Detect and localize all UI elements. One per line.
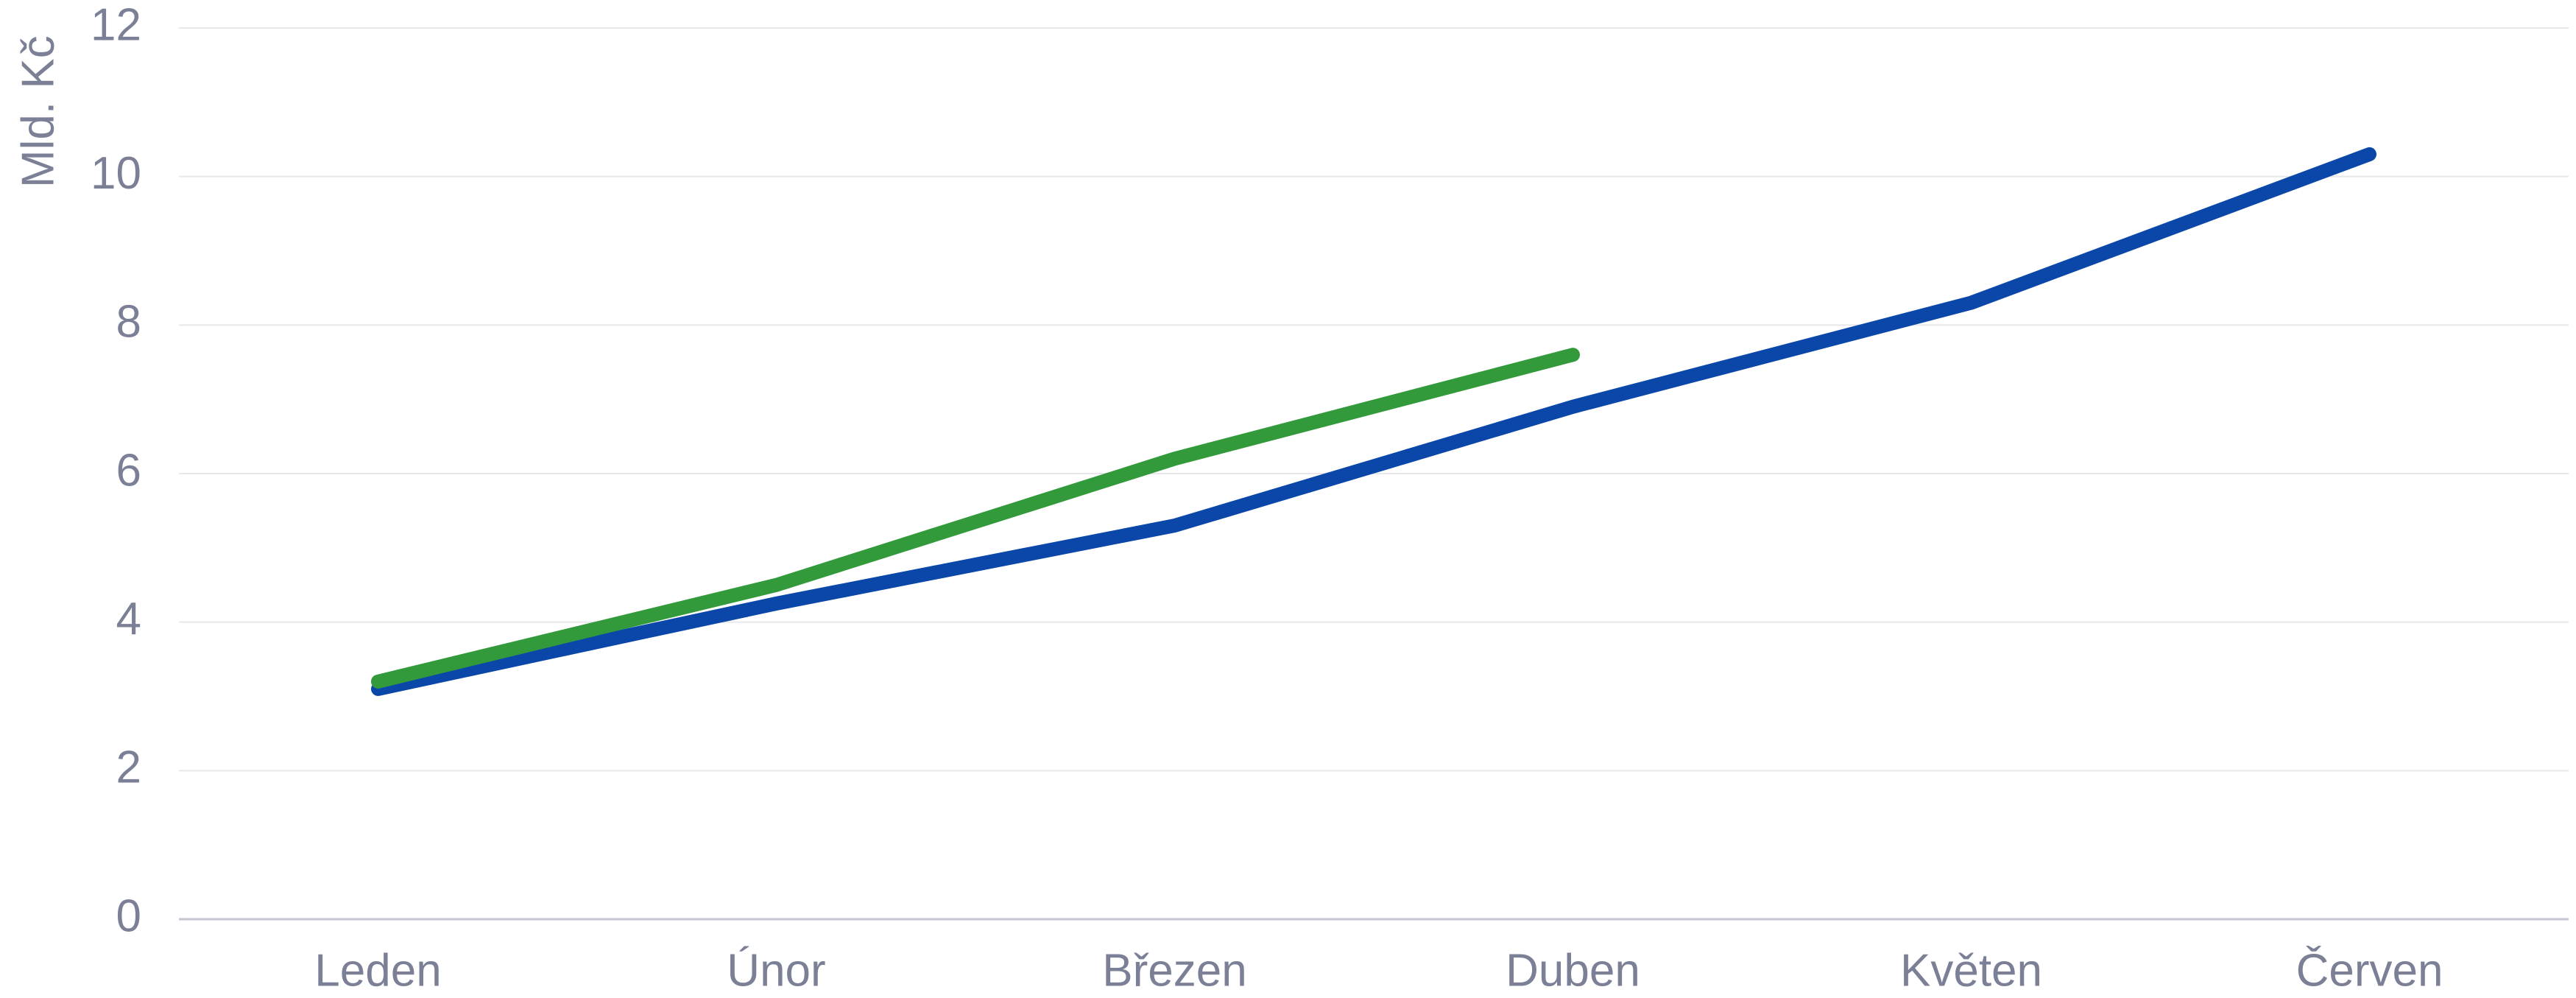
y-tick-label: 8 [116, 297, 141, 348]
y-axis-label: Mld. Kč [13, 35, 63, 188]
line-series [371, 348, 1580, 689]
x-tick-label: Červen [2296, 945, 2443, 996]
x-tick-label: Duben [1506, 945, 1640, 996]
y-tick-label: 0 [116, 890, 141, 941]
y-tick-label: 6 [116, 445, 141, 496]
x-tick-label: Únor [727, 945, 825, 996]
y-tick-label: 2 [116, 742, 141, 793]
y-tick-label: 12 [91, 0, 141, 50]
line-series [371, 147, 2376, 696]
y-tick-label: 4 [116, 594, 141, 644]
x-tick-label: Leden [314, 945, 441, 996]
x-tick-label: Květen [1900, 945, 2042, 996]
x-tick-label: Březen [1102, 945, 1246, 996]
y-tick-label: 10 [91, 148, 141, 199]
